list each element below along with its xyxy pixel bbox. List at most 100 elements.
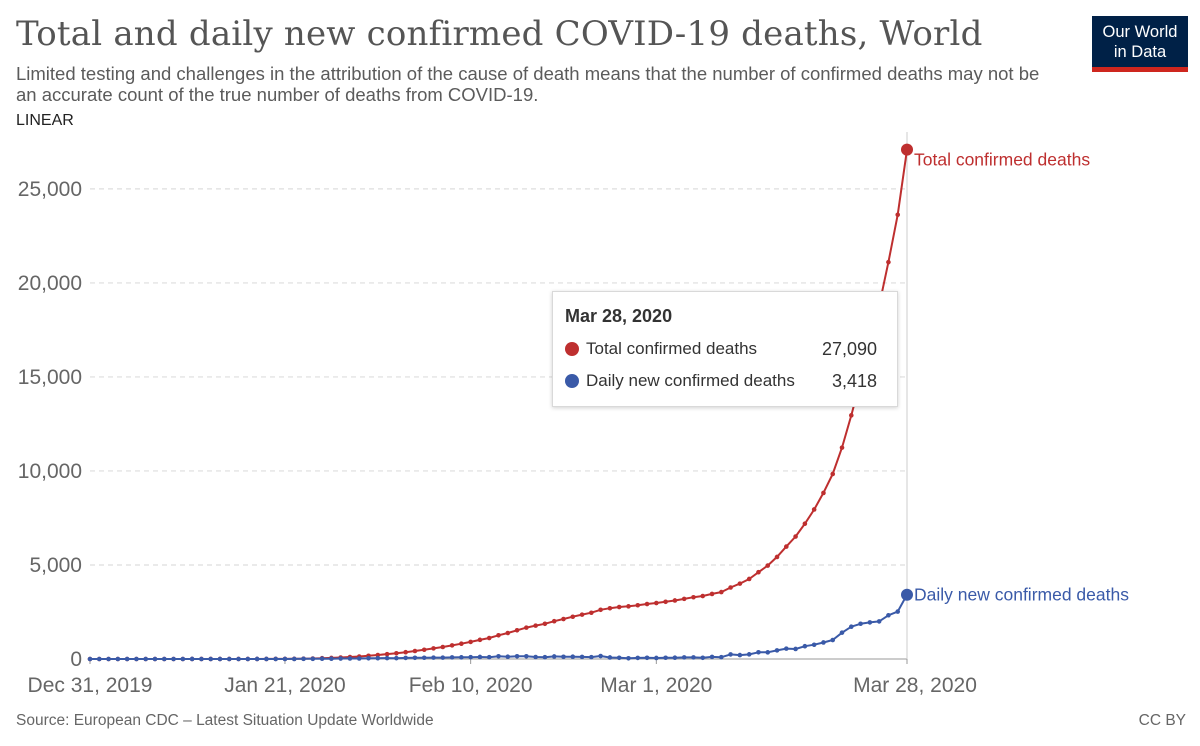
- data-point-total: [895, 212, 901, 218]
- data-point-daily: [579, 654, 585, 660]
- data-point-daily: [124, 656, 130, 662]
- data-point-total: [737, 581, 743, 586]
- data-point-total: [459, 641, 464, 647]
- data-point-daily: [236, 656, 241, 662]
- logo-line-2: in Data: [1113, 43, 1167, 61]
- data-point-daily: [171, 656, 176, 662]
- data-point-daily: [626, 656, 631, 661]
- x-tick-label: Jan 21, 2020: [224, 674, 345, 697]
- y-tick-label: 20,000: [18, 272, 82, 295]
- tooltip-value-daily: 3,418: [831, 371, 877, 391]
- series-label-daily: Daily new confirmed deaths: [914, 585, 1129, 605]
- data-point-daily: [319, 656, 325, 661]
- data-point-total: [607, 605, 613, 611]
- data-point-daily: [589, 654, 594, 660]
- data-point-daily: [403, 655, 408, 661]
- data-point-daily: [830, 637, 836, 643]
- tooltip-value-total: 27,090: [821, 339, 877, 359]
- data-point-daily: [886, 612, 891, 618]
- data-point-total: [746, 576, 752, 582]
- data-point-daily: [681, 655, 687, 660]
- data-point-total: [802, 521, 808, 527]
- y-tick-label: 0: [70, 648, 82, 671]
- y-tick-label: 5,000: [29, 554, 82, 577]
- data-point-daily: [254, 656, 260, 662]
- data-point-daily: [691, 655, 696, 660]
- data-point-daily: [607, 655, 613, 660]
- data-point-daily: [839, 630, 845, 635]
- data-point-daily: [901, 588, 913, 601]
- data-point-total: [700, 593, 706, 599]
- data-point-total: [901, 143, 913, 156]
- data-point-daily: [152, 656, 158, 662]
- data-point-total: [848, 413, 854, 418]
- data-point-total: [505, 630, 511, 636]
- data-point-daily: [199, 656, 204, 662]
- data-point-daily: [811, 642, 817, 648]
- data-point-total: [691, 594, 696, 600]
- data-point-daily: [394, 655, 399, 661]
- data-point-total: [551, 618, 557, 624]
- data-point-daily: [793, 646, 798, 652]
- data-point-total: [793, 534, 798, 539]
- source-note[interactable]: Source: European CDC – Latest Situation …: [16, 712, 434, 729]
- x-tick-label: Mar 1, 2020: [600, 674, 712, 697]
- data-point-total: [421, 647, 427, 653]
- x-tick-label: Feb 10, 2020: [409, 674, 533, 697]
- data-point-total: [431, 646, 436, 651]
- data-point-total: [681, 596, 687, 602]
- data-point-daily: [654, 655, 659, 661]
- data-point-daily: [486, 654, 492, 660]
- data-point-daily: [876, 619, 882, 624]
- data-point-daily: [180, 656, 186, 662]
- scale-toggle[interactable]: LINEAR: [16, 112, 74, 129]
- data-point-total: [654, 600, 659, 606]
- data-point-daily: [282, 656, 288, 662]
- data-point-daily: [440, 655, 446, 660]
- data-point-daily: [598, 653, 603, 659]
- data-point-daily: [161, 656, 167, 662]
- data-point-total: [709, 591, 715, 597]
- data-point-daily: [449, 655, 455, 660]
- data-point-total: [616, 604, 622, 610]
- data-point-daily: [848, 624, 854, 630]
- data-point-daily: [366, 655, 371, 661]
- data-point-daily: [412, 655, 418, 661]
- owid-logo[interactable]: Our World in Data: [1092, 16, 1188, 72]
- y-tick-label: 25,000: [18, 178, 82, 201]
- data-point-daily: [189, 656, 195, 662]
- data-point-daily: [737, 652, 743, 658]
- data-point-total: [635, 602, 641, 608]
- data-point-total: [394, 650, 399, 656]
- data-point-total: [598, 607, 603, 613]
- data-point-daily: [895, 609, 901, 614]
- data-point-daily: [87, 656, 93, 662]
- data-point-total: [626, 604, 631, 609]
- chart-subtitle: Limited testing and challenges in the at…: [16, 63, 1040, 105]
- data-point-total: [765, 563, 771, 568]
- tooltip-dot-total: [565, 342, 579, 356]
- data-point-total: [533, 623, 538, 628]
- series-label-total: Total confirmed deaths: [914, 150, 1090, 170]
- x-tick-label: Dec 31, 2019: [28, 674, 153, 697]
- data-point-daily: [134, 656, 139, 662]
- data-point-total: [589, 610, 594, 616]
- license-label[interactable]: CC BY: [1138, 712, 1186, 729]
- data-point-daily: [728, 652, 733, 657]
- data-point-total: [384, 651, 390, 657]
- data-point-total: [811, 507, 817, 512]
- data-point-daily: [106, 656, 111, 662]
- chart-title: Total and daily new confirmed COVID-19 d…: [16, 14, 983, 54]
- data-point-daily: [245, 656, 251, 662]
- data-point-total: [774, 554, 780, 560]
- data-point-daily: [542, 654, 548, 660]
- tooltip-row-daily: Daily new confirmed deaths 3,418: [565, 369, 885, 401]
- data-point-daily: [802, 643, 808, 649]
- data-point-daily: [765, 650, 771, 655]
- data-point-total: [561, 616, 566, 622]
- data-point-daily: [719, 654, 724, 660]
- data-point-daily: [505, 654, 511, 660]
- data-point-daily: [208, 656, 213, 662]
- data-point-total: [886, 259, 891, 265]
- data-point-daily: [217, 656, 223, 662]
